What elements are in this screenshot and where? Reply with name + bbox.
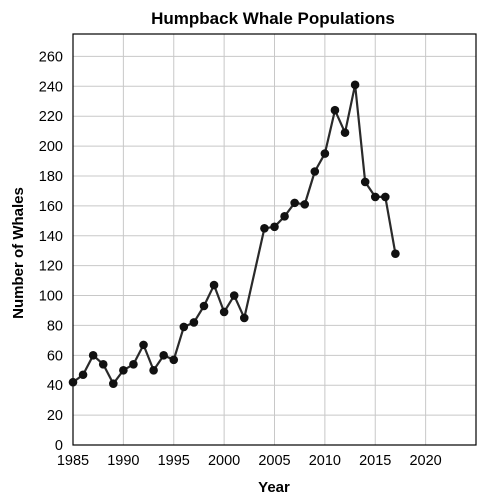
- y-tick-label: 140: [39, 229, 63, 245]
- data-point: [78, 370, 88, 380]
- data-point: [199, 301, 209, 311]
- data-point: [330, 105, 340, 115]
- y-tick-label: 20: [47, 408, 63, 424]
- x-tick-label: 2010: [309, 453, 341, 469]
- y-tick-label: 220: [39, 109, 63, 125]
- data-point: [169, 355, 179, 365]
- y-axis-label: Number of Whales: [10, 187, 27, 319]
- y-tick-label: 40: [47, 378, 63, 394]
- y-tick-label: 120: [39, 259, 63, 275]
- x-tick-label: 1995: [158, 453, 190, 469]
- data-point: [310, 167, 320, 176]
- y-tick-label: 100: [39, 289, 63, 305]
- data-point: [260, 223, 269, 233]
- data-point: [350, 80, 360, 90]
- data-point: [290, 198, 299, 208]
- data-point: [360, 177, 370, 187]
- y-tick-label: 240: [39, 79, 63, 95]
- plot-frame: [72, 33, 477, 446]
- y-tick-label: 60: [47, 348, 63, 364]
- data-point: [280, 212, 289, 221]
- data-point: [149, 365, 158, 375]
- y-tick-label: 80: [47, 318, 63, 334]
- data-point: [159, 351, 168, 360]
- data-point: [229, 291, 239, 300]
- x-tick-label: 2015: [359, 453, 391, 469]
- data-point: [381, 192, 390, 202]
- data-point: [68, 377, 78, 387]
- data-point: [189, 318, 199, 327]
- data-point: [300, 200, 310, 209]
- data-point: [88, 351, 98, 360]
- y-axis-ticks: 0 20 40 60 80 100 120 140 160 180 200 220 240 260: [39, 49, 63, 454]
- x-tick-label: 1985: [57, 453, 89, 469]
- x-axis-ticks: 1985 1990 1995 2000 2005 2010 2015 2020: [57, 453, 442, 469]
- data-point: [391, 249, 400, 258]
- y-tick-label: 160: [39, 199, 63, 215]
- x-tick-label: 1990: [107, 453, 139, 469]
- data-point: [320, 149, 330, 158]
- data-point: [239, 313, 249, 323]
- y-tick-label: 200: [39, 139, 63, 155]
- y-tick-label: 0: [55, 438, 63, 454]
- data-point: [209, 280, 219, 290]
- data-point: [179, 322, 189, 332]
- data-point: [109, 379, 118, 389]
- data-point: [219, 307, 229, 317]
- x-tick-label: 2005: [258, 453, 290, 469]
- data-point: [129, 359, 138, 369]
- data-point: [139, 340, 148, 350]
- data-point: [98, 359, 108, 369]
- data-point: [119, 365, 128, 375]
- data-point: [340, 128, 350, 137]
- x-axis-label: Year: [258, 479, 290, 496]
- x-tick-label: 2000: [208, 453, 240, 469]
- data-point: [370, 192, 380, 202]
- y-tick-label: 180: [39, 169, 63, 185]
- y-tick-label: 260: [39, 49, 63, 65]
- data-point: [270, 222, 279, 232]
- grid-lines: [72, 34, 476, 446]
- x-tick-label: 2020: [409, 453, 441, 469]
- chart-title: Humpback Whale Populations: [151, 9, 395, 28]
- data-points: [68, 80, 400, 389]
